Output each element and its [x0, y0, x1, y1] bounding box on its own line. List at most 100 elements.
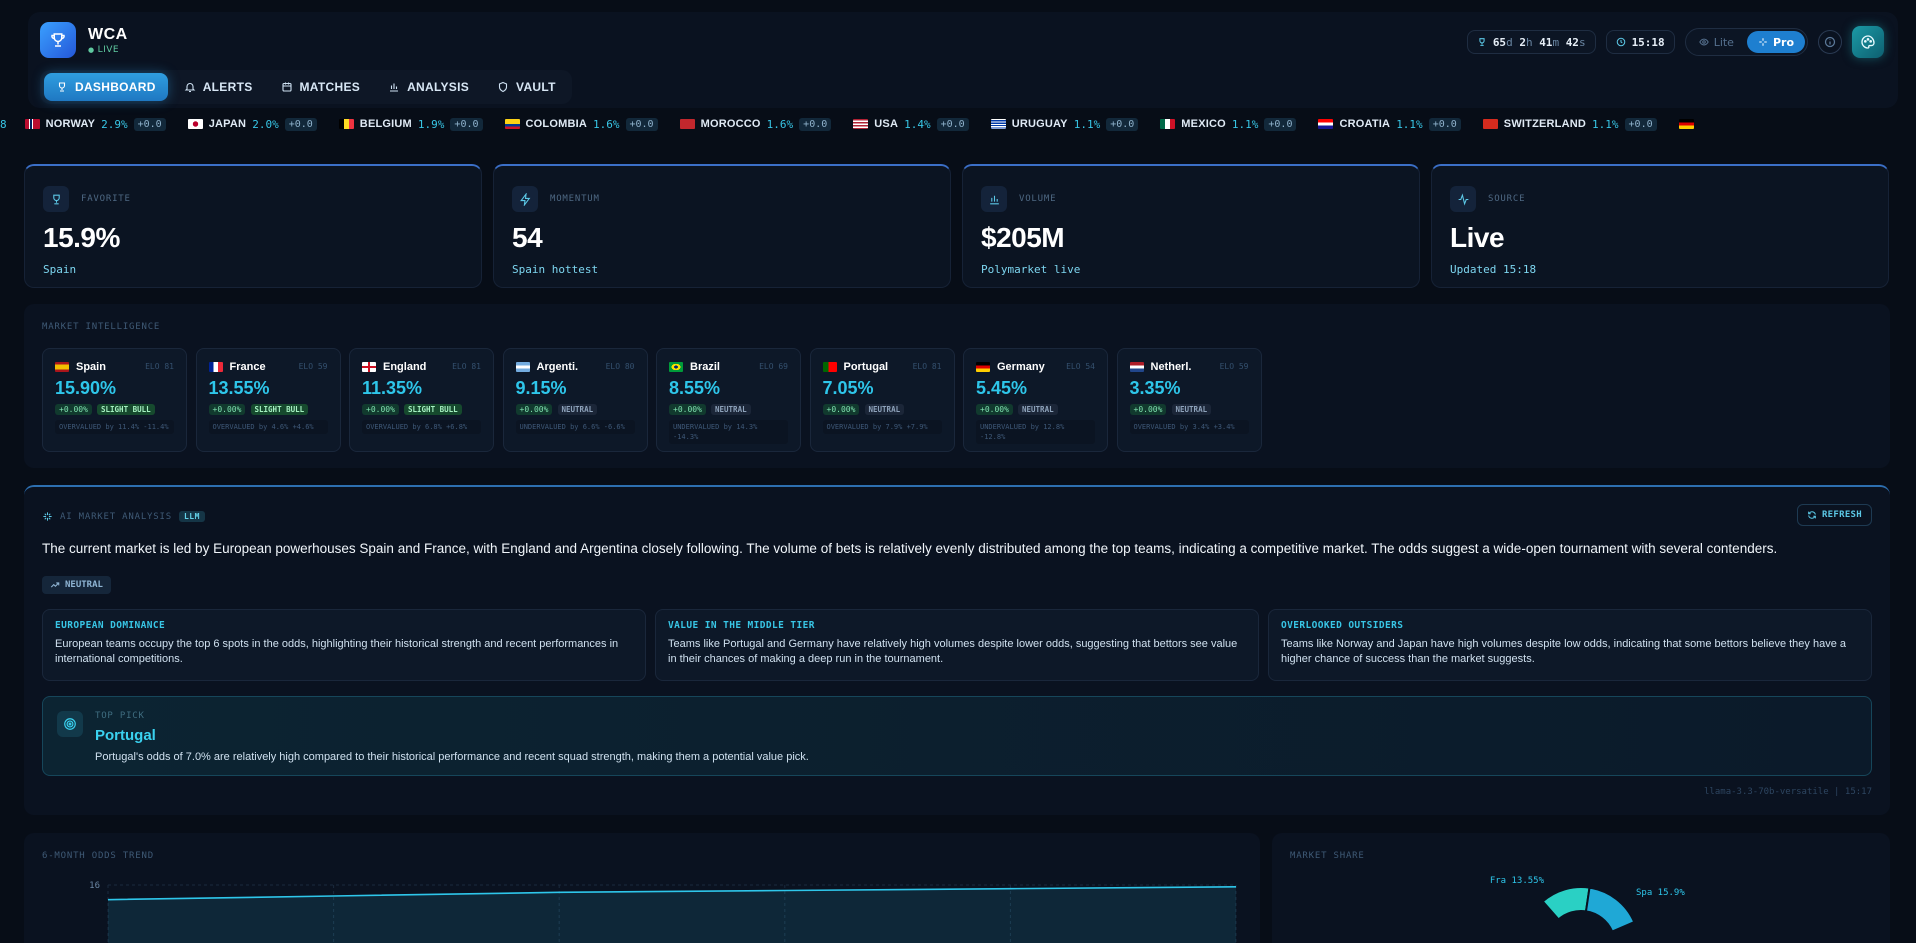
team-card[interactable]: Germany ELO 54 5.45% +0.00% NEUTRAL UNDERVALU… [963, 348, 1108, 452]
stat-sub: Spain hottest [512, 263, 599, 276]
nav-label: ANALYSIS [407, 80, 470, 94]
nav-analysis[interactable]: ANALYSIS [376, 73, 481, 101]
nav-label: VAULT [516, 80, 556, 94]
team-valuation: OVERVALUED by 4.6% +4.6% [208, 420, 328, 435]
team-elo: ELO 81 [912, 362, 942, 371]
pie-slice-spa[interactable] [1584, 886, 1636, 933]
mode-lite[interactable]: Lite [1688, 31, 1745, 53]
ticker-change: +0.0 [1264, 117, 1297, 131]
team-card[interactable]: Argenti. ELO 80 9.15% +0.00% NEUTRAL UNDERVAL… [502, 348, 648, 452]
theme-button[interactable] [1852, 26, 1884, 58]
stat-label: VOLUME [1019, 194, 1057, 204]
ticker-pct: 2.0% [252, 117, 279, 131]
ticker-item[interactable]: SWITZERLAND 1.1% +0.0 [1482, 117, 1657, 131]
ticker-item[interactable]: MOROCCO 1.6% +0.0 [679, 117, 832, 131]
logo[interactable] [40, 22, 76, 58]
flag-icon [976, 362, 990, 372]
team-sentiment: NEUTRAL [711, 404, 751, 415]
odds-ticker: 8 NORWAY 2.9% +0.0 JAPAN 2.0% +0.0 BELGIUM 1.9%… [0, 114, 1916, 134]
insight-title: EUROPEAN DOMINANCE [55, 620, 166, 631]
nav-alerts[interactable]: ALERTS [172, 73, 265, 101]
series-line [107, 886, 1237, 901]
bar-chart-icon [390, 83, 399, 92]
target-icon [64, 718, 76, 730]
market-share-panel: MARKET SHARE Fra 13.55% Spa 15.9% [1272, 833, 1890, 943]
team-card[interactable]: France ELO 59 13.55% +0.00% SLIGHT BULL OVERV… [195, 348, 341, 452]
nav-dashboard[interactable]: DASHBOARD [44, 73, 168, 101]
team-card[interactable]: Brazil ELO 69 8.55% +0.00% NEUTRAL UNDERVALUE… [656, 348, 801, 452]
stat-momentum: MOMENTUM 54 Spain hottest [493, 164, 951, 288]
ticker-team: CROATIA [1339, 118, 1391, 130]
team-elo: ELO 59 [298, 362, 328, 371]
ticker-item[interactable]: BELGIUM 1.9% +0.0 [338, 117, 483, 131]
team-card[interactable]: Portugal ELO 81 7.05% +0.00% NEUTRAL OVERVALU… [809, 348, 955, 452]
flag-icon [1129, 362, 1144, 372]
mode-pro[interactable]: Pro [1746, 31, 1805, 53]
team-change: +0.00% [669, 404, 706, 415]
team-odds: 13.55% [208, 378, 270, 398]
ticker-item[interactable]: COLOMBIA 1.6% +0.0 [504, 117, 658, 131]
ticker-item[interactable]: NORWAY 2.9% +0.0 [24, 117, 166, 131]
ticker-item[interactable]: JAPAN 2.0% +0.0 [187, 117, 317, 131]
trend-icon [50, 582, 60, 588]
flag-icon [362, 362, 376, 372]
ticker-pct: 1.4% [904, 117, 931, 131]
flag-icon [990, 119, 1006, 129]
team-card[interactable]: Netherl. ELO 59 3.35% +0.00% NEUTRAL OVERVALU… [1116, 348, 1262, 452]
palette-icon [1861, 35, 1875, 49]
stat-label: SOURCE [1488, 194, 1526, 204]
ticker-item[interactable]: CROATIA 1.1% +0.0 [1318, 117, 1461, 131]
panel-title: MARKET SHARE [1290, 851, 1365, 861]
stat-label: FAVORITE [81, 194, 131, 204]
team-name: Spain [76, 361, 106, 373]
pie-slice-fra[interactable] [1541, 886, 1591, 921]
team-sentiment: SLIGHT BULL [250, 404, 309, 415]
y-tick-label: 16 [89, 881, 100, 891]
ticker-pct: 1.1% [1592, 117, 1619, 131]
trend-chart: 16 [89, 881, 1237, 943]
pie-label: Fra 13.55% [1490, 876, 1545, 886]
team-card[interactable]: England ELO 81 11.35% +0.00% SLIGHT BULL OVER… [349, 348, 494, 452]
flag-icon [679, 119, 695, 129]
nav-label: MATCHES [299, 80, 361, 94]
bar-chart-icon-box [981, 186, 1007, 212]
ai-header: AI MARKET ANALYSIS LLM [42, 511, 205, 522]
team-card[interactable]: Spain ELO 81 15.90% +0.00% SLIGHT BULL OVERVA… [42, 348, 187, 452]
ticker-item[interactable]: MEXICO 1.1% +0.0 [1160, 117, 1297, 131]
nav-vault[interactable]: VAULT [485, 73, 568, 101]
team-odds: 15.90% [55, 378, 117, 398]
team-elo: ELO 81 [145, 362, 174, 371]
flag-icon [853, 119, 869, 129]
team-odds: 5.45% [976, 378, 1028, 398]
refresh-button[interactable]: REFRESH [1796, 504, 1872, 526]
stat-value: 15.9% [43, 222, 120, 253]
ticker-item[interactable]: URUGUAY 1.1% +0.0 [990, 117, 1139, 131]
ticker-item[interactable]: USA 1.4% +0.0 [853, 117, 969, 131]
ticker-pct: 1.1% [1231, 117, 1259, 131]
flag-icon [24, 119, 40, 129]
refresh-label: REFRESH [1821, 510, 1862, 520]
team-change: +0.00% [55, 404, 92, 415]
nav-matches[interactable]: MATCHES [269, 73, 373, 101]
info-button[interactable] [1818, 30, 1842, 54]
team-odds: 9.15% [515, 378, 567, 398]
team-valuation: OVERVALUED by 3.4% +3.4% [1129, 420, 1249, 435]
insight-body: Teams like Portugal and Germany have rel… [668, 638, 1238, 666]
team-sentiment: NEUTRAL [1018, 404, 1058, 415]
sparkle-icon [1759, 38, 1767, 46]
team-valuation: OVERVALUED by 11.4% -11.4% [55, 420, 174, 435]
stat-value: $205M [981, 222, 1065, 253]
team-odds: 3.35% [1129, 378, 1181, 398]
team-odds: 8.55% [669, 378, 721, 398]
eye-icon [1698, 38, 1709, 46]
insight-body: European teams occupy the top 6 spots in… [55, 638, 619, 666]
ticker-change: +0.0 [936, 117, 969, 131]
flag-icon [1482, 119, 1498, 129]
trophy-icon [51, 33, 65, 47]
insight-title: OVERLOOKED OUTSIDERS [1281, 620, 1404, 631]
insight-card: EUROPEAN DOMINANCE European teams occupy… [42, 609, 646, 681]
top-pick-name: Portugal [95, 727, 156, 744]
team-name: Argenti. [536, 361, 579, 373]
top-pick-label: TOP PICK [95, 711, 145, 721]
main-nav: DASHBOARD ALERTS MATCHES ANALYSIS VAULT [40, 70, 572, 104]
